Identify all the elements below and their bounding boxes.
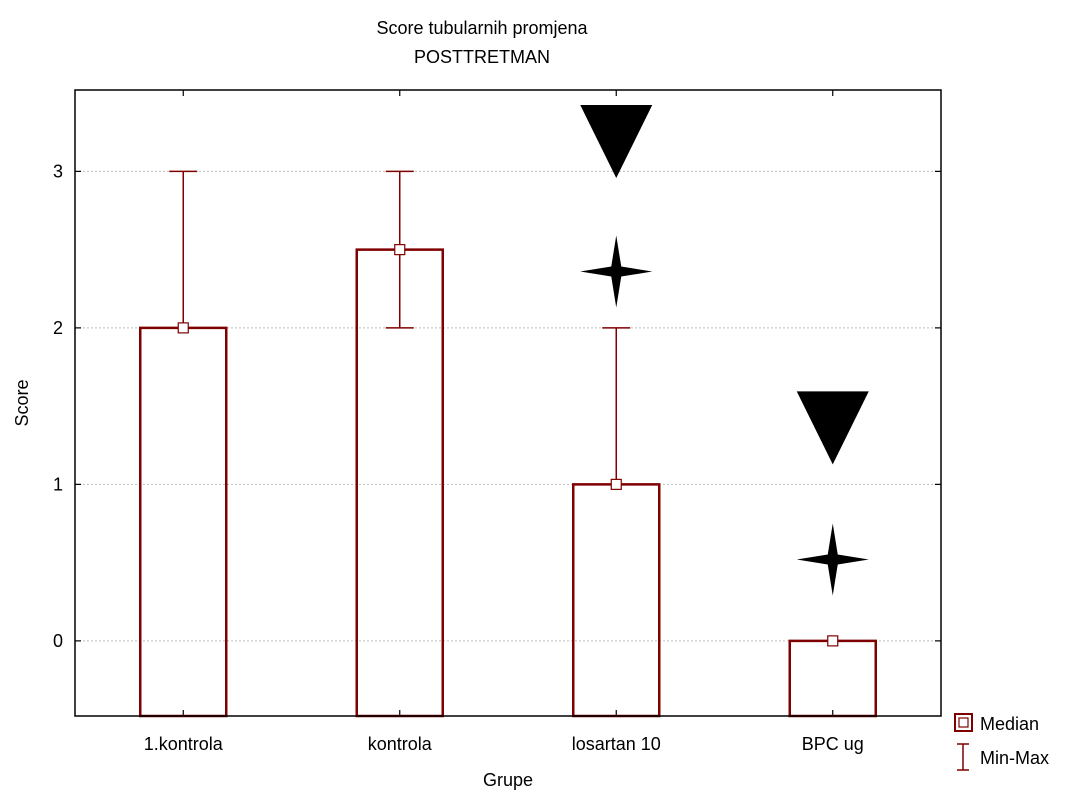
legend-minmax-label: Min-Max <box>980 748 1049 768</box>
legend-median-label: Median <box>980 714 1039 734</box>
median-marker <box>610 478 622 490</box>
y-tick-label: 2 <box>53 318 63 338</box>
plot-frame <box>74 89 942 717</box>
bars <box>139 170 877 718</box>
chart-subtitle: POSTTRETMAN <box>414 47 550 67</box>
chart-title: Score tubularnih promjena <box>376 18 588 38</box>
x-tick-label: BPC ug <box>802 734 864 754</box>
x-axis-title: Grupe <box>483 770 533 790</box>
axis-ticks: 0 1 2 3 1.kontrola kontrola losartan 10 BPC ug <box>53 90 941 754</box>
triangle-down-marker <box>580 105 653 179</box>
star-marker <box>796 523 869 596</box>
median-bar <box>139 326 228 718</box>
y-tick-label: 1 <box>53 474 63 494</box>
median-marker <box>177 322 189 334</box>
star-marker <box>580 235 653 308</box>
x-tick-label: kontrola <box>368 734 433 754</box>
legend: Median Min-Max <box>954 713 1049 771</box>
legend-median-icon <box>954 713 973 732</box>
triangle-down-marker <box>796 391 869 465</box>
y-axis-title: Score <box>12 379 32 426</box>
median-marker <box>394 244 406 256</box>
x-tick-label: 1.kontrola <box>144 734 224 754</box>
annotations <box>580 105 869 596</box>
x-tick-label: losartan 10 <box>572 734 661 754</box>
legend-minmax-icon <box>957 743 969 771</box>
median-bar <box>572 483 661 718</box>
y-tick-label: 0 <box>53 631 63 651</box>
median-marker <box>827 635 839 647</box>
median-bar <box>788 639 877 718</box>
y-tick-label: 3 <box>53 161 63 181</box>
